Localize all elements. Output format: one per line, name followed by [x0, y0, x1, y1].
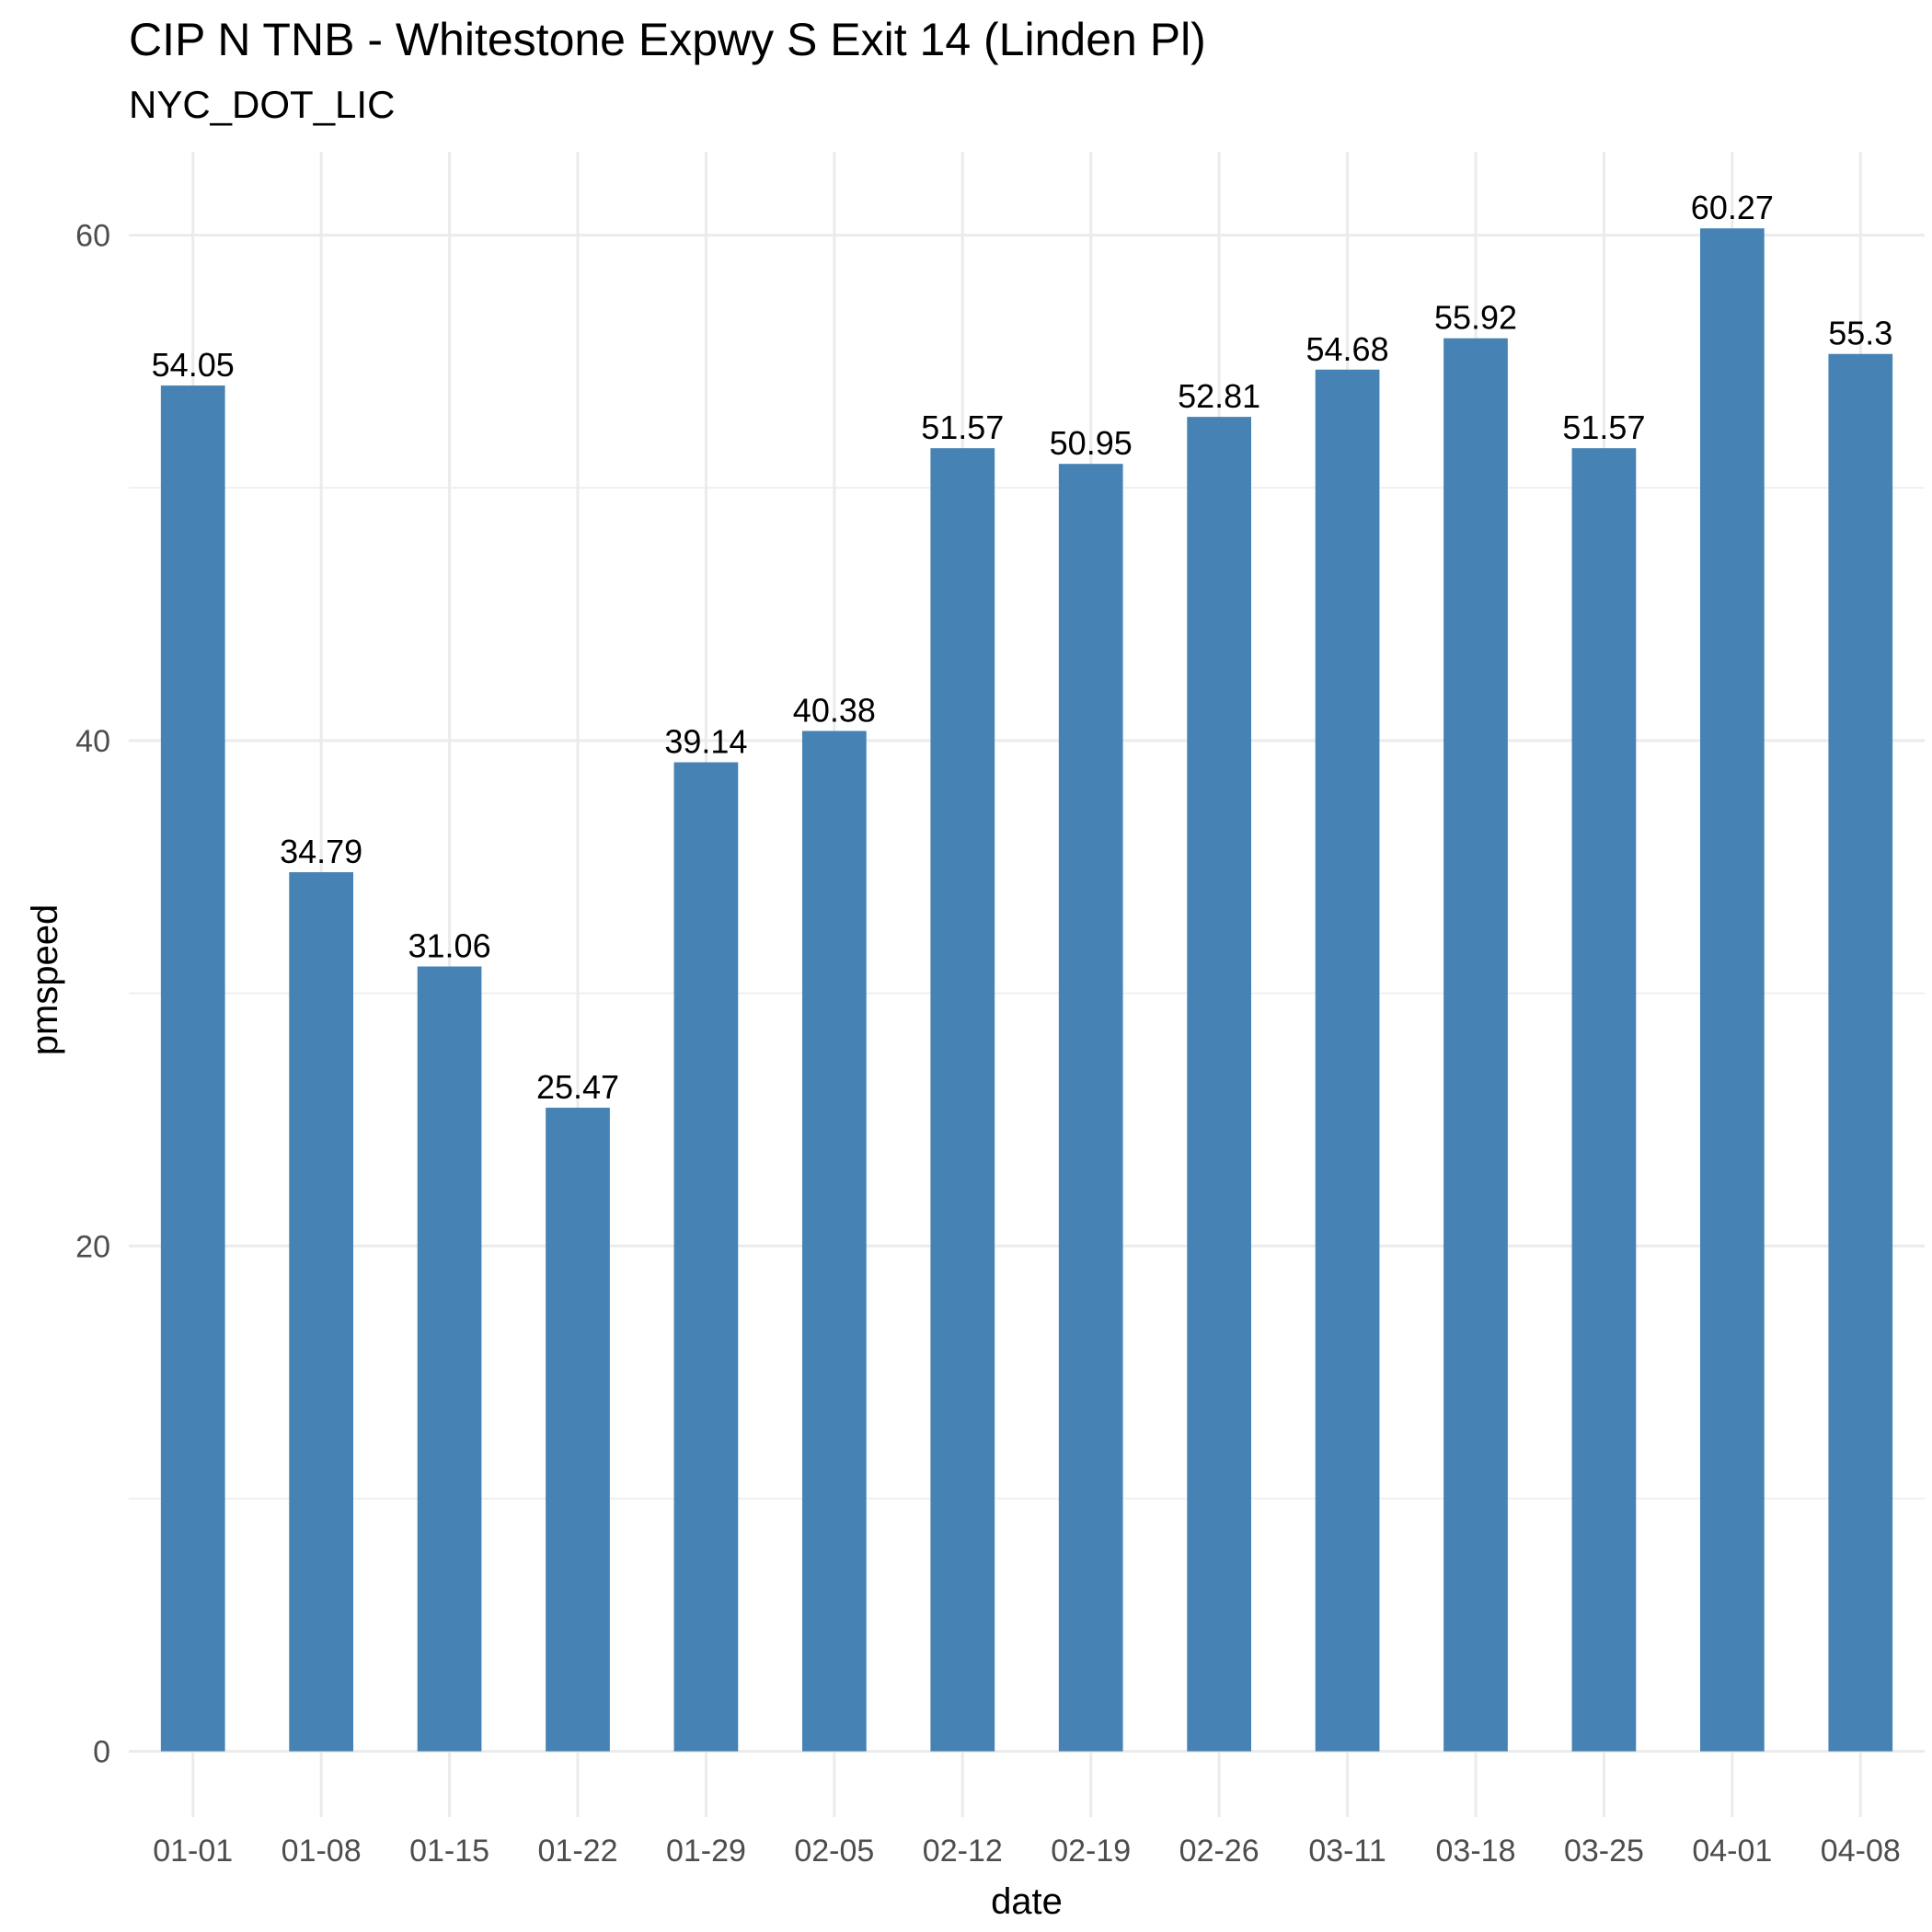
x-tick-label: 02-26 — [1179, 1834, 1259, 1869]
x-tick-label: 02-05 — [794, 1834, 874, 1869]
x-tick-label: 02-19 — [1051, 1834, 1131, 1869]
bar-value-label: 51.57 — [921, 408, 1004, 446]
bar-value-label: 55.92 — [1434, 299, 1517, 337]
x-tick-labels: 01-01 01-08 01-15 01-22 01-29 02-05 02-12 02-19… — [153, 1834, 1901, 1869]
chart-title: CIP N TNB - Whitestone Expwy S Exit 14 (… — [129, 14, 1206, 65]
bar-value-label: 40.38 — [793, 692, 876, 730]
x-tick-label: 04-01 — [1692, 1834, 1772, 1869]
bar — [1443, 338, 1508, 1752]
data-labels: 54.05 34.79 31.06 25.47 39.14 40.38 51.57 50.95… — [152, 189, 1893, 1106]
bar-value-label: 50.95 — [1050, 424, 1133, 462]
x-tick-label: 03-18 — [1436, 1834, 1516, 1869]
bar — [1700, 228, 1765, 1752]
bar-value-label: 60.27 — [1691, 189, 1774, 226]
bar — [930, 448, 995, 1752]
bar — [1058, 464, 1123, 1752]
bars — [160, 228, 1893, 1752]
x-tick-label: 03-11 — [1308, 1834, 1386, 1869]
x-tick-label: 01-15 — [409, 1834, 489, 1869]
x-tick-label: 04-08 — [1821, 1834, 1901, 1869]
x-tick-label: 01-29 — [666, 1834, 746, 1869]
bar — [1828, 353, 1893, 1752]
bar-value-label: 25.47 — [536, 1068, 619, 1106]
bar — [546, 1108, 610, 1752]
bar — [1187, 417, 1251, 1752]
chart-subtitle: NYC_DOT_LIC — [129, 83, 396, 126]
grid-lines — [129, 152, 1925, 1817]
y-tick-label: 0 — [93, 1735, 110, 1770]
bar-value-label: 34.79 — [280, 833, 362, 870]
y-axis-title: pmspeed — [25, 904, 65, 1056]
bar — [673, 762, 739, 1752]
y-tick-label: 20 — [75, 1229, 110, 1264]
y-tick-labels: 0 20 40 60 — [75, 219, 110, 1770]
x-tick-label: 01-22 — [538, 1834, 618, 1869]
x-tick-label: 02-12 — [923, 1834, 1003, 1869]
x-tick-label: 03-25 — [1564, 1834, 1644, 1869]
bar — [1315, 369, 1380, 1752]
bar-value-label: 51.57 — [1562, 408, 1645, 446]
bar — [160, 385, 225, 1752]
x-tick-label: 01-01 — [153, 1834, 233, 1869]
bar-value-label: 54.05 — [152, 346, 235, 384]
bar-value-label: 39.14 — [664, 723, 747, 761]
bar-value-label: 31.06 — [408, 926, 491, 964]
y-tick-label: 60 — [75, 219, 110, 254]
x-tick-label: 01-08 — [282, 1834, 362, 1869]
bar-value-label: 55.3 — [1828, 315, 1892, 352]
bar — [417, 966, 482, 1752]
bar-value-label: 52.81 — [1178, 377, 1260, 415]
bar-value-label: 54.68 — [1306, 330, 1389, 368]
bar — [289, 872, 353, 1752]
bar — [802, 730, 867, 1752]
bar — [1571, 448, 1637, 1752]
y-tick-label: 40 — [75, 724, 110, 759]
x-axis-title: date — [991, 1881, 1063, 1922]
